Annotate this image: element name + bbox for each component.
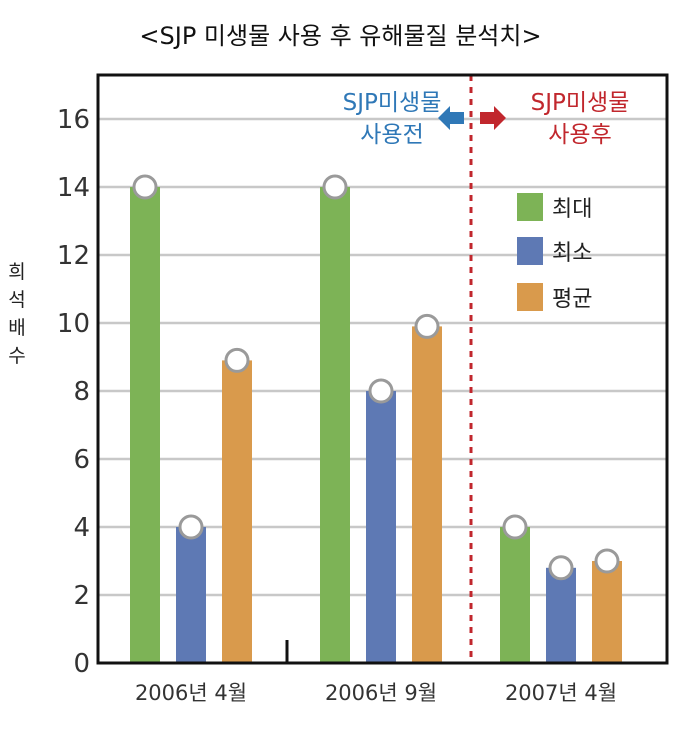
plot-frame: [96, 73, 669, 665]
bar-marker: [594, 548, 620, 574]
bar-최소: [546, 567, 576, 663]
annotation-after-text: SJP미생물: [531, 90, 630, 116]
bar-marker: [132, 174, 158, 200]
bar-평균: [222, 360, 252, 663]
x-tick-label: 2006년 9월: [325, 681, 437, 705]
bar-marker: [502, 514, 528, 540]
legend-label-최대: 최대: [552, 197, 592, 222]
bar-최대: [130, 187, 160, 663]
bar-marker: [178, 514, 204, 540]
bar-marker: [414, 313, 440, 339]
right-arrow-icon: [480, 106, 506, 130]
bar-최대: [500, 527, 530, 663]
bar-marker: [224, 347, 250, 373]
chart-title: <SJP 미생물 사용 후 유해물질 분석치>: [139, 22, 542, 50]
bar-marker: [548, 555, 574, 581]
y-tick-label: 2: [73, 581, 90, 611]
bar-최소: [366, 391, 396, 663]
annotation-after-text: 사용후: [548, 122, 611, 148]
legend-swatch-최소: [517, 237, 543, 265]
y-axis-label: 희석배수: [8, 261, 26, 367]
bar-평균: [412, 326, 442, 663]
y-tick-label: 4: [73, 513, 90, 543]
y-tick-label: 12: [57, 241, 90, 271]
bar-평균: [592, 561, 622, 663]
bar-marker: [368, 378, 394, 404]
y-tick-label: 10: [57, 309, 90, 339]
legend-label-평균: 평균: [552, 287, 592, 312]
y-tick-label: 8: [73, 377, 90, 407]
y-tick-label: 6: [73, 445, 90, 475]
x-tick-label: 2007년 4월: [505, 681, 617, 705]
y-tick-label: 0: [73, 649, 90, 679]
legend-label-최소: 최소: [552, 241, 592, 266]
legend-swatch-평균: [517, 283, 543, 311]
annotation-before-text: 사용전: [360, 122, 423, 148]
legend-swatch-최대: [517, 193, 543, 221]
annotation-before-text: SJP미생물: [343, 90, 442, 116]
bar-최소: [176, 527, 206, 663]
left-arrow-icon: [438, 106, 464, 130]
y-tick-label: 14: [57, 173, 90, 203]
x-tick-label: 2006년 4월: [135, 681, 247, 705]
bar-marker: [322, 174, 348, 200]
y-tick-label: 16: [57, 105, 90, 135]
bar-최대: [320, 187, 350, 663]
